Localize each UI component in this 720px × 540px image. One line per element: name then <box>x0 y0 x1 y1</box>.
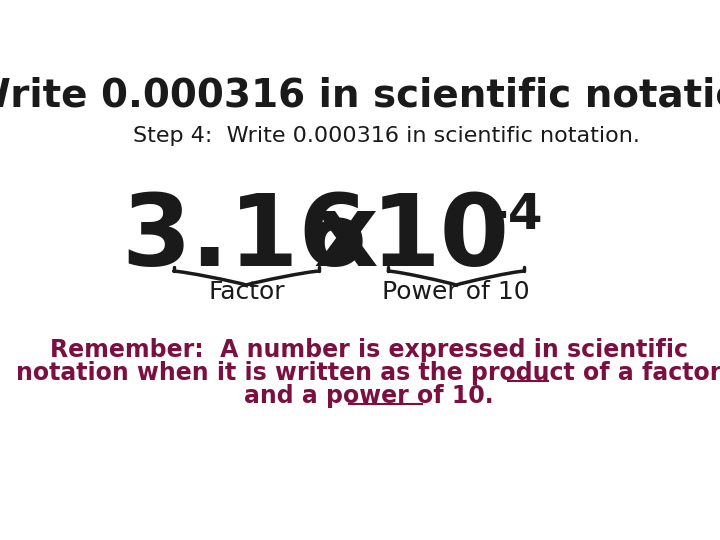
Text: Write 0.000316 in scientific notation: Write 0.000316 in scientific notation <box>0 77 720 114</box>
Text: and a power of 10.: and a power of 10. <box>244 384 494 408</box>
Text: Step 4:  Write 0.000316 in scientific notation.: Step 4: Write 0.000316 in scientific not… <box>132 126 639 146</box>
Text: Factor: Factor <box>208 280 285 304</box>
Text: x: x <box>313 190 378 287</box>
Text: -4: -4 <box>487 191 542 239</box>
Text: 3.16: 3.16 <box>122 190 369 287</box>
Text: notation when it is written as the product of a factor: notation when it is written as the produ… <box>17 361 720 385</box>
Text: Remember:  A number is expressed in scientific: Remember: A number is expressed in scien… <box>50 338 688 362</box>
Text: 10: 10 <box>371 190 510 287</box>
Text: Power of 10: Power of 10 <box>382 280 530 304</box>
